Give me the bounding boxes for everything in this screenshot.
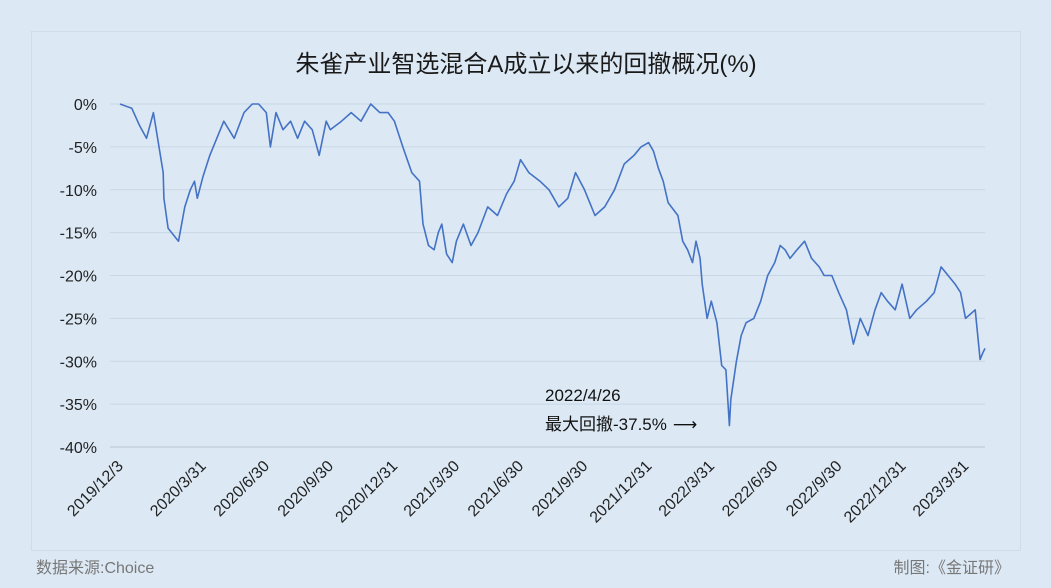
x-tick-label: 2023/3/31 [910,458,972,520]
x-tick-label: 2022/9/30 [783,458,845,520]
data-source: 数据来源:Choice [36,559,154,577]
x-tick-label: 2021/3/30 [401,458,463,520]
x-tick-label: 2020/9/30 [275,458,337,520]
x-tick-label: 2021/6/30 [465,458,527,520]
x-tick-label: 2022/12/31 [841,458,910,527]
x-tick-label: 2020/3/31 [147,458,209,520]
y-tick-label: -15% [60,226,97,243]
y-axis-ticks: 0% -5% -10% -15% -20% -25% -30% -35% -40% [60,97,97,457]
x-tick-label: 2022/3/31 [656,458,718,520]
annotation-arrow: ⟶ [673,415,697,434]
y-tick-label: -35% [60,397,97,414]
x-tick-label: 2021/9/30 [529,458,591,520]
drawdown-series-line [119,103,986,427]
y-tick-label: -25% [60,311,97,328]
y-tick-label: -5% [69,140,97,157]
y-tick-label: -30% [60,354,97,371]
x-axis-ticks: 2019/12/3 2020/3/31 2020/6/30 2020/9/302020… [64,458,972,527]
x-tick-label: 2020/12/31 [333,458,402,527]
x-tick-label: 2020/6/30 [211,458,273,520]
chart-title: 朱雀产业智选混合A成立以来的回撤概况(%) [295,51,756,78]
chart-credit: 制图:《金证研》 [894,559,1010,577]
annotation-max-drawdown-text: 最大回撤-37.5% [545,415,667,434]
grid-layer [110,103,985,448]
chart-frame [31,31,1021,551]
x-tick-label: 2021/12/31 [587,458,656,527]
y-tick-label: -20% [60,269,97,286]
x-tick-label: 2022/6/30 [719,458,781,520]
annotation-max-drawdown: 最大回撤-37.5% ⟶ [545,415,697,434]
y-tick-label: -10% [60,183,97,200]
y-tick-label: 0% [74,97,97,114]
annotation-date: 2022/4/26 [545,386,621,405]
x-tick-label: 2019/12/3 [64,458,126,520]
y-tick-label: -40% [60,440,97,457]
